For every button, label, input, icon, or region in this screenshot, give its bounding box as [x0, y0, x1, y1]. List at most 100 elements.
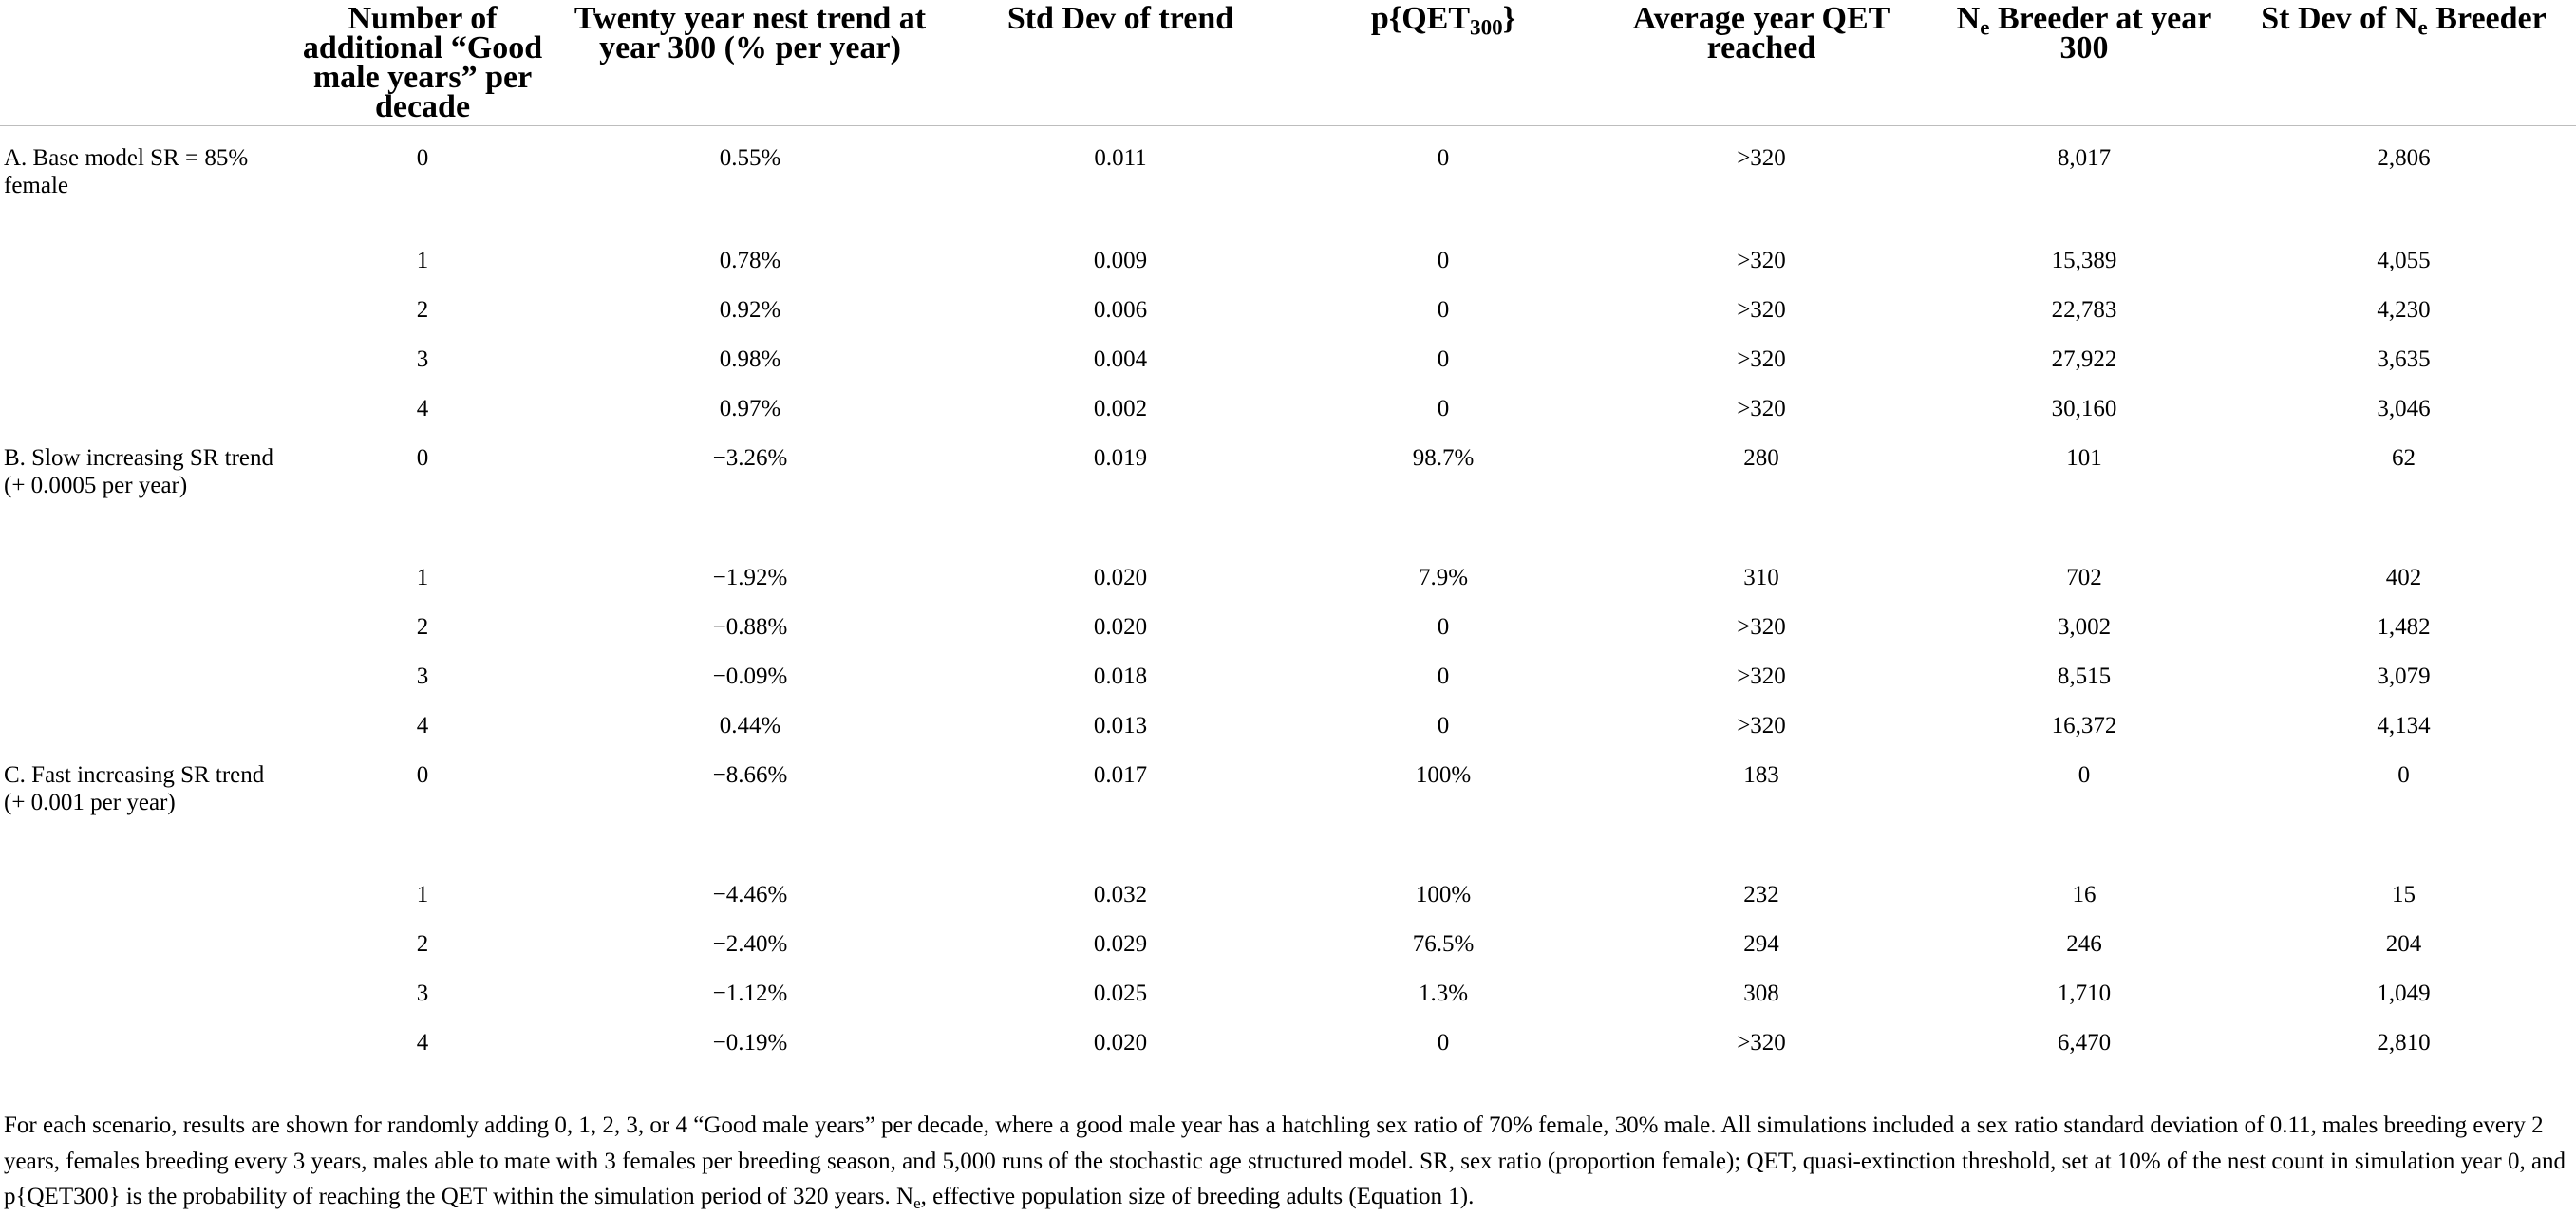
- table-cell: 3,002: [2057, 614, 2112, 640]
- column-header-2: Twenty year nest trend at year 300 (% pe…: [560, 0, 940, 126]
- scenario-label-empty: [0, 546, 285, 595]
- table-cell: 8,017: [2057, 144, 2112, 171]
- table-cell: 0.018: [1093, 664, 1148, 689]
- footnote-text-end: , effective population size of breeding …: [920, 1184, 1475, 1209]
- table-cell: 0.029: [1093, 931, 1148, 957]
- table-cell: 294: [1743, 931, 1779, 957]
- table-cell: 0.032: [1093, 882, 1148, 907]
- table-cell: 4,230: [2377, 297, 2431, 323]
- scenario-label-empty: [0, 1011, 285, 1075]
- table-cell: 3,079: [2377, 664, 2431, 689]
- table-cell: 7.9%: [1418, 565, 1469, 590]
- table-cell: 0.97%: [719, 396, 781, 421]
- table-row: A. Base model SR = 85% female 0 0.55% 0.011…: [0, 125, 2576, 229]
- column-header-text: St Dev of N: [2261, 1, 2418, 36]
- table-cell: 1,710: [2057, 981, 2112, 1006]
- scenario-label-empty: [0, 863, 285, 912]
- table-body: A. Base model SR = 85% female 0 0.55% 0.011…: [0, 125, 2576, 1075]
- scenario-label-empty: [0, 694, 285, 743]
- table-cell: >320: [1737, 664, 1786, 689]
- table-cell: 0: [1301, 1011, 1586, 1075]
- table-cell: 1: [416, 565, 429, 590]
- scenario-label-empty: [0, 595, 285, 645]
- table-cell: 3,635: [2377, 346, 2431, 372]
- table-cell: 204: [2385, 931, 2422, 957]
- table-cell: 100%: [1415, 762, 1472, 788]
- table-cell: 0.020: [1093, 565, 1148, 590]
- footnote-subscript: e: [913, 1193, 921, 1212]
- table-cell: 183: [1743, 762, 1779, 788]
- column-header-text-end: Breeder at year 300: [1989, 1, 2212, 65]
- table-cell: 3,046: [2377, 396, 2431, 421]
- footnote-text: For each scenario, results are shown for…: [4, 1112, 2567, 1209]
- column-header-4: p{QET300}: [1301, 0, 1586, 126]
- column-header-0: [0, 0, 285, 126]
- table-cell: 4: [285, 1011, 560, 1075]
- table-cell: 8,515: [2057, 664, 2112, 689]
- table-cell: 0.004: [1093, 346, 1148, 372]
- table-cell: 101: [2066, 445, 2102, 471]
- table-cell: −0.19%: [560, 1011, 940, 1075]
- column-header-text: N: [1956, 1, 1981, 36]
- table-cell: 308: [1743, 981, 1779, 1006]
- table-row: 3 −0.09% 0.018 0 >320 8,515 3,079: [0, 645, 2576, 694]
- column-header-text-end: }: [1502, 1, 1516, 36]
- column-header-subscript: e: [1980, 15, 1990, 41]
- column-header-1: Number of additional “Good male years” p…: [285, 0, 560, 126]
- table-cell: 0.006: [1093, 297, 1148, 323]
- table-cell: 0.020: [940, 1011, 1301, 1075]
- column-header-5: Average year QET reached: [1586, 0, 1937, 126]
- table-cell: >320: [1737, 144, 1786, 171]
- table-row: 1 0.78% 0.009 0 >320 15,389 4,055: [0, 229, 2576, 278]
- table-cell: >320: [1737, 713, 1786, 738]
- table-row: 3 0.98% 0.004 0 >320 27,922 3,635: [0, 327, 2576, 377]
- table-cell: 1,049: [2377, 981, 2431, 1006]
- table-row: 1 −1.92% 0.020 7.9% 310 702 402: [0, 546, 2576, 595]
- table-cell: 310: [1743, 565, 1779, 590]
- table-cell: −3.26%: [712, 445, 788, 471]
- table-cell: 2,810: [2231, 1011, 2576, 1075]
- table-cell: 22,783: [2051, 297, 2117, 323]
- table-cell: 30,160: [2051, 396, 2117, 421]
- table-cell: 0.019: [1093, 445, 1148, 471]
- results-table: Number of additional “Good male years” p…: [0, 0, 2576, 1075]
- table-cell: 402: [2385, 565, 2422, 590]
- table-cell: 0.002: [1093, 396, 1148, 421]
- table-row: C. Fast increasing SR trend (+ 0.001 per…: [0, 743, 2576, 863]
- table-row: 2 0.92% 0.006 0 >320 22,783 4,230: [0, 278, 2576, 327]
- table-cell: 0.55%: [719, 144, 781, 171]
- table-cell: 0: [2397, 762, 2410, 788]
- table-cell: >320: [1586, 1011, 1937, 1075]
- table-cell: >320: [1737, 297, 1786, 323]
- table-cell: 1: [416, 882, 429, 907]
- table-cell: >320: [1737, 248, 1786, 273]
- table-cell: 27,922: [2051, 346, 2117, 372]
- scenario-label-empty: [0, 327, 285, 377]
- table-cell: 0: [1437, 713, 1450, 738]
- table-cell: −2.40%: [712, 931, 788, 957]
- table-row: 4 0.97% 0.002 0 >320 30,160 3,046: [0, 377, 2576, 426]
- column-header-text: Average year QET reached: [1632, 1, 1890, 65]
- table-header: Number of additional “Good male years” p…: [0, 0, 2576, 126]
- column-header-text: Twenty year nest trend at year 300 (% pe…: [573, 1, 927, 65]
- table-cell: 246: [2066, 931, 2102, 957]
- table-cell: 0: [416, 762, 429, 788]
- table-cell: 4,134: [2377, 713, 2431, 738]
- table-cell: 2: [416, 614, 429, 640]
- column-header-text-end: Breeder: [2427, 1, 2547, 36]
- table-cell: 232: [1743, 882, 1779, 907]
- table-cell: −0.88%: [712, 614, 788, 640]
- table-cell: 1.3%: [1418, 981, 1469, 1006]
- table-cell: 98.7%: [1412, 445, 1475, 471]
- table-cell: 0: [1437, 396, 1450, 421]
- table-cell: 2: [416, 931, 429, 957]
- table-cell: >320: [1737, 396, 1786, 421]
- scenario-label: C. Fast increasing SR trend (+ 0.001 per…: [4, 762, 265, 815]
- column-header-text: Std Dev of trend: [1006, 1, 1234, 36]
- table-cell: 0: [416, 445, 429, 471]
- scenario-label: B. Slow increasing SR trend (+ 0.0005 pe…: [4, 445, 274, 498]
- table-cell: 280: [1743, 445, 1779, 471]
- table-cell: −1.92%: [712, 565, 788, 590]
- table-cell: 6,470: [1937, 1011, 2231, 1075]
- table-cell: 0.013: [1093, 713, 1148, 738]
